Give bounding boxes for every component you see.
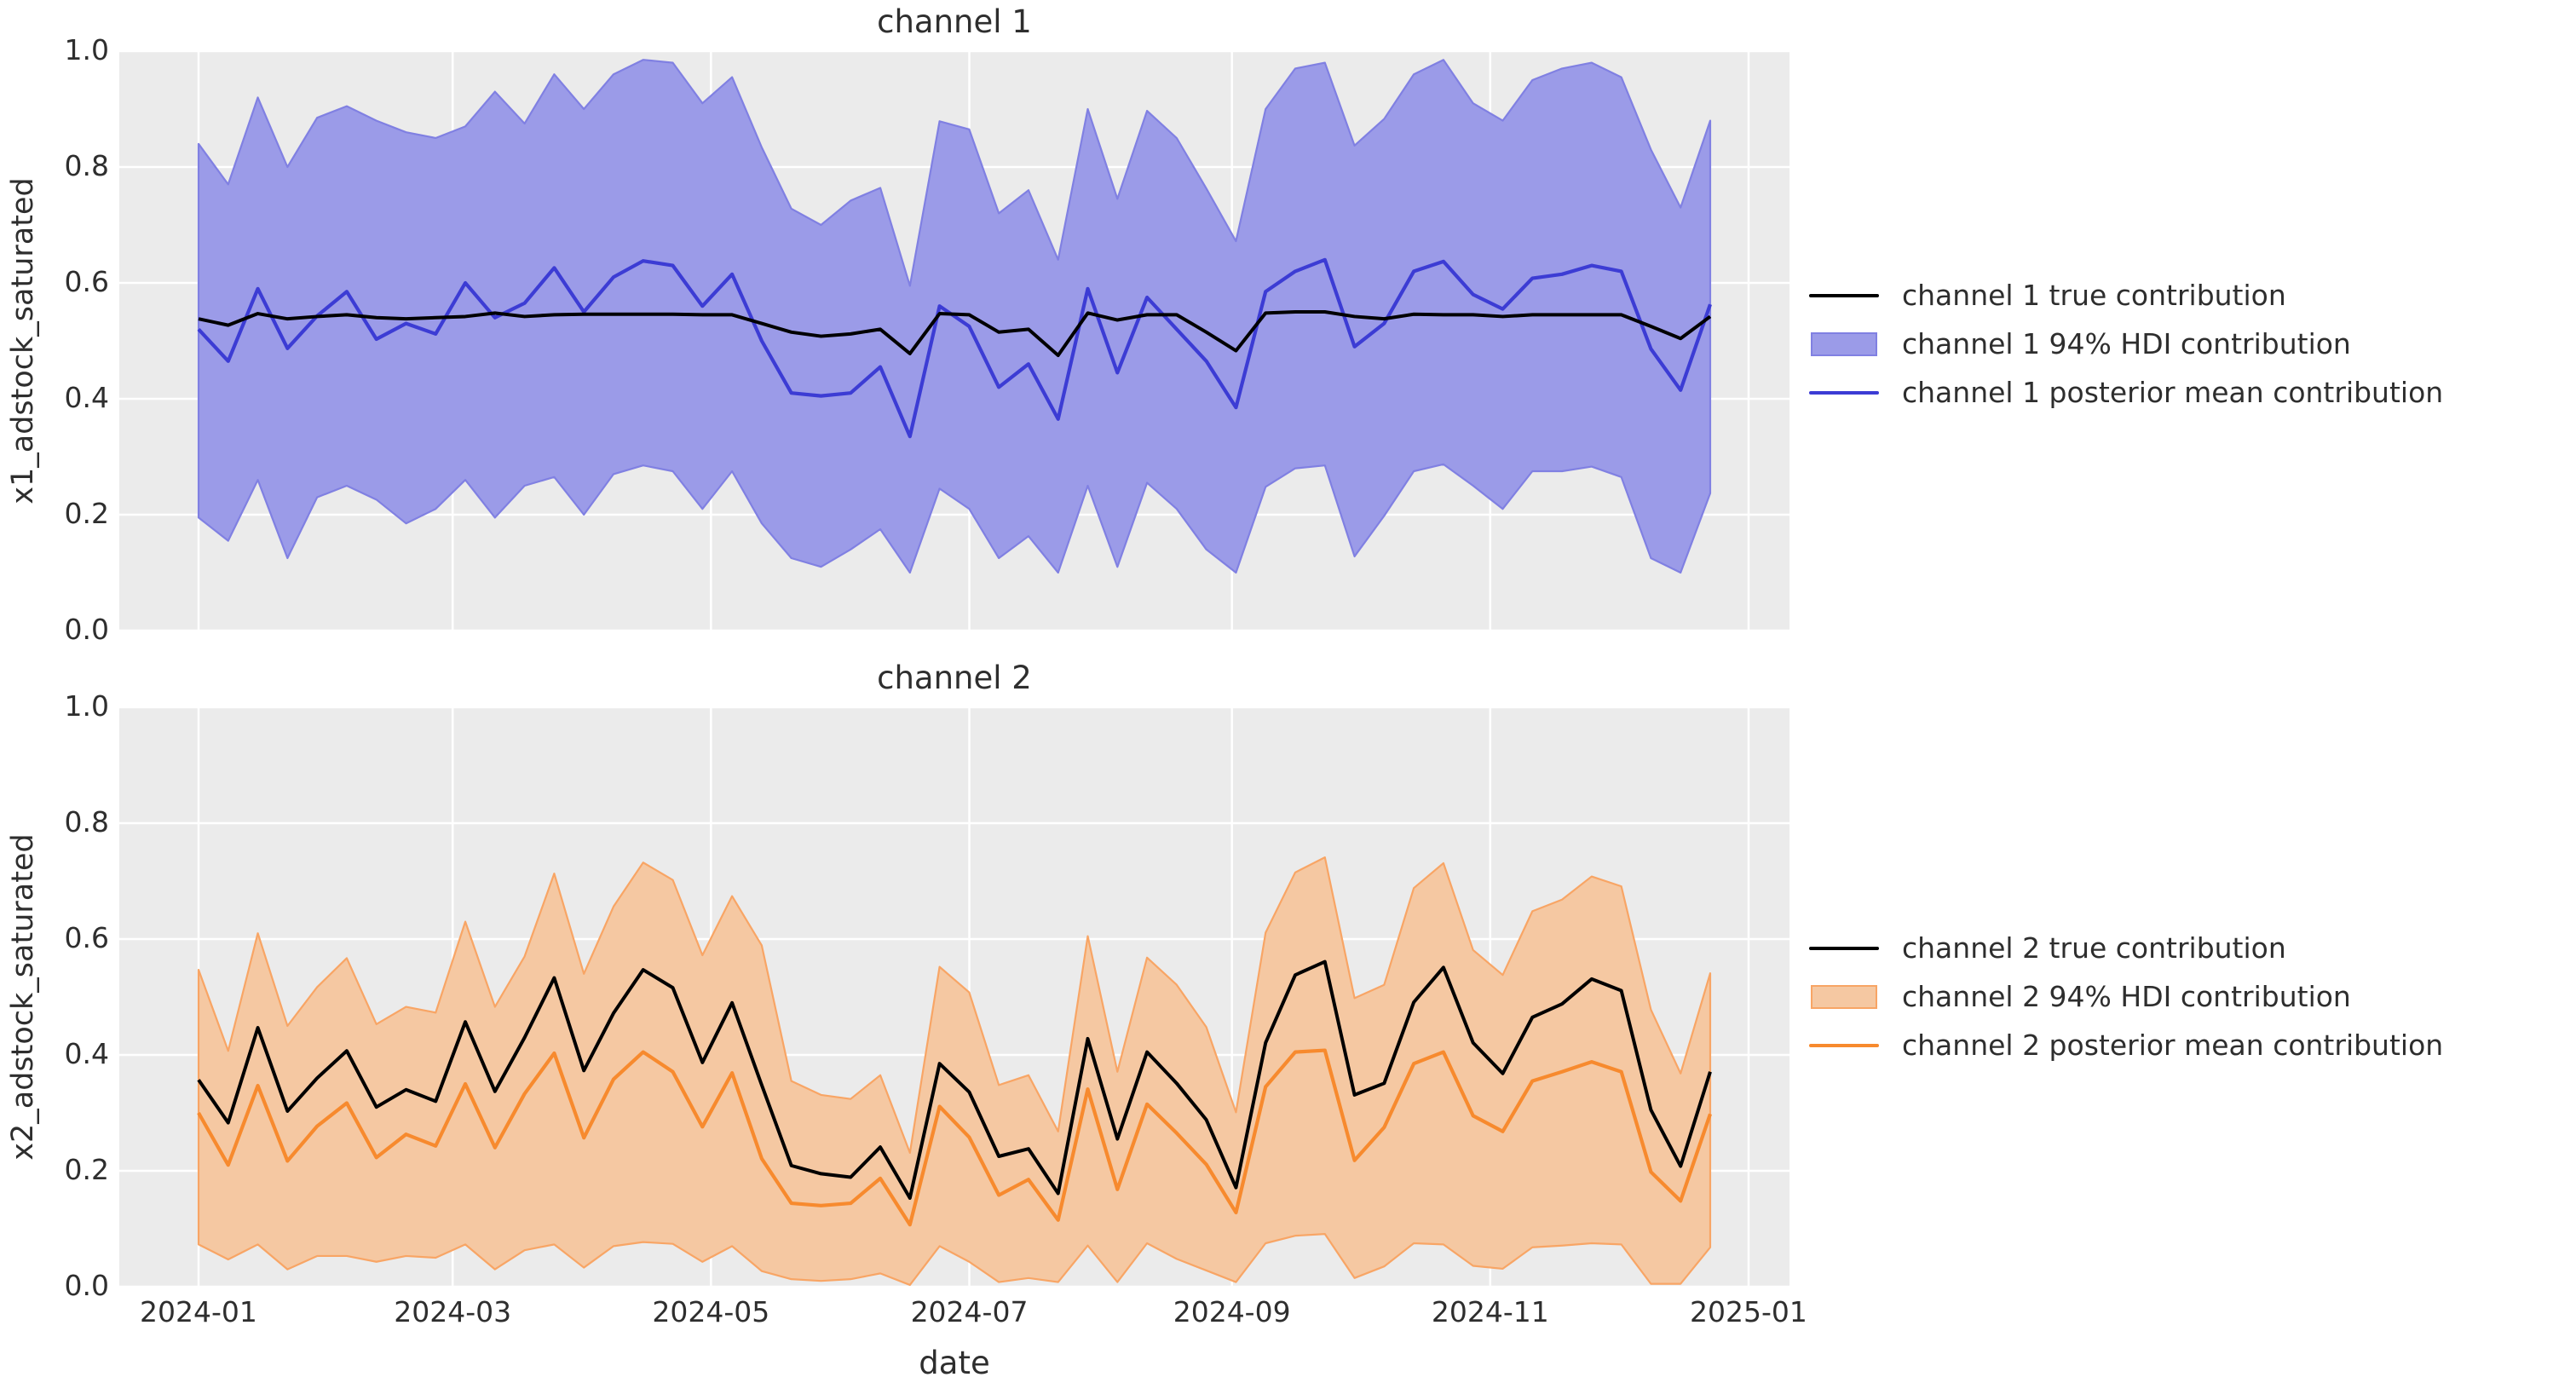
plot1-legend: channel 1 true contribution channel 1 94%… bbox=[1808, 277, 2443, 411]
x-tick-label: 2024-03 bbox=[394, 1295, 512, 1328]
y-tick-label: 0.2 bbox=[64, 1153, 109, 1186]
legend-item: channel 2 posterior mean contribution bbox=[1808, 1027, 2443, 1063]
y-tick-label: 0.6 bbox=[64, 265, 109, 298]
y-tick-label: 1.0 bbox=[64, 33, 109, 66]
legend-label: channel 1 94% HDI contribution bbox=[1902, 327, 2351, 360]
y-tick-label: 1.0 bbox=[64, 689, 109, 723]
legend-patch-swatch bbox=[1808, 331, 1880, 356]
y-tick-label: 0.6 bbox=[64, 921, 109, 954]
plot2-title: channel 2 bbox=[877, 660, 1032, 696]
y-tick-label: 0.4 bbox=[64, 381, 109, 414]
legend-line-swatch bbox=[1808, 293, 1880, 297]
legend-label: channel 1 true contribution bbox=[1902, 279, 2286, 312]
legend-item: channel 1 94% HDI contribution bbox=[1808, 326, 2443, 362]
y-tick-label: 0.0 bbox=[64, 613, 109, 646]
x-tick-label: 2025-01 bbox=[1690, 1295, 1807, 1328]
hdi-band bbox=[197, 856, 1712, 1287]
legend-swatch-color bbox=[1809, 390, 1879, 395]
plot1-title: channel 1 bbox=[877, 3, 1032, 40]
posterior-mean-line bbox=[197, 1048, 1712, 1227]
true-contribution-line bbox=[198, 310, 1712, 357]
legend-label: channel 2 94% HDI contribution bbox=[1902, 980, 2351, 1013]
plot2-legend: channel 2 true contribution channel 2 94%… bbox=[1808, 930, 2443, 1063]
legend-swatch-color bbox=[1809, 293, 1879, 297]
y-tick-label: 0.0 bbox=[64, 1269, 109, 1302]
legend-line-swatch bbox=[1808, 946, 1880, 950]
legend-patch-swatch bbox=[1808, 984, 1880, 1009]
x-tick-label: 2024-11 bbox=[1431, 1295, 1549, 1328]
y-tick-label: 0.8 bbox=[64, 805, 109, 838]
legend-swatch-color bbox=[1811, 331, 1877, 356]
posterior-mean-line bbox=[197, 257, 1712, 439]
legend-item: channel 2 94% HDI contribution bbox=[1808, 978, 2443, 1015]
y-tick-label: 0.4 bbox=[64, 1037, 109, 1070]
legend-label: channel 2 posterior mean contribution bbox=[1902, 1029, 2444, 1062]
y-tick-label: 0.8 bbox=[64, 149, 109, 182]
legend-line-swatch bbox=[1808, 1043, 1880, 1047]
x-tick-label: 2024-05 bbox=[652, 1295, 770, 1328]
legend-item: channel 2 true contribution bbox=[1808, 930, 2443, 966]
legend-swatch-color bbox=[1809, 1043, 1879, 1047]
legend-item: channel 1 true contribution bbox=[1808, 277, 2443, 314]
plot1-y-axis-label: x1_adstock_saturated bbox=[6, 177, 40, 504]
legend-label: channel 2 true contribution bbox=[1902, 931, 2286, 965]
legend-swatch-color bbox=[1809, 946, 1879, 950]
legend-item: channel 1 posterior mean contribution bbox=[1808, 374, 2443, 411]
legend-line-swatch bbox=[1808, 390, 1880, 395]
legend-label: channel 1 posterior mean contribution bbox=[1902, 376, 2444, 409]
legend-swatch-color bbox=[1811, 984, 1877, 1009]
plot1-canvas bbox=[119, 51, 1789, 631]
x-tick-label: 2024-09 bbox=[1173, 1295, 1291, 1328]
x-axis-label: date bbox=[919, 1345, 990, 1381]
x-tick-label: 2024-07 bbox=[910, 1295, 1029, 1328]
plot2-canvas bbox=[119, 707, 1789, 1287]
plot2-y-axis-label: x2_adstock_saturated bbox=[6, 833, 40, 1161]
y-tick-label: 0.2 bbox=[64, 497, 109, 530]
x-tick-label: 2024-01 bbox=[140, 1295, 257, 1328]
true-contribution-line bbox=[197, 959, 1712, 1200]
